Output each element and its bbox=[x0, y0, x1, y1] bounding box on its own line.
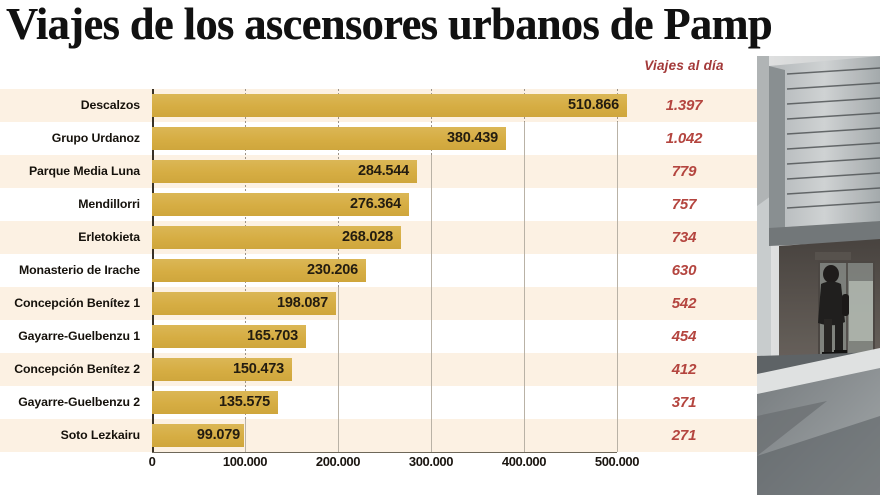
daily-trips-value: 630 bbox=[671, 262, 697, 279]
bar[interactable] bbox=[152, 160, 417, 183]
gridline-solid bbox=[617, 122, 618, 452]
x-tick-label: 100.000 bbox=[222, 454, 268, 469]
daily-trips-value: 371 bbox=[671, 394, 697, 411]
gridline-solid bbox=[524, 122, 525, 452]
category-label: Concepción Benítez 1 bbox=[14, 296, 140, 310]
bar[interactable] bbox=[152, 391, 278, 414]
bar-value-label: 165.703 bbox=[246, 328, 298, 344]
bar-row[interactable]: 510.866 bbox=[152, 89, 757, 122]
category-label: Descalzos bbox=[80, 98, 140, 112]
gridline-solid bbox=[338, 287, 339, 452]
bar-value-label: 510.866 bbox=[567, 97, 619, 113]
category-label: Concepción Benítez 2 bbox=[14, 362, 140, 376]
bar[interactable] bbox=[152, 424, 244, 447]
category-label: Mendillorri bbox=[78, 197, 140, 211]
category-label: Monasterio de Irache bbox=[18, 263, 140, 277]
bar-value-label: 198.087 bbox=[276, 295, 328, 311]
bar[interactable] bbox=[152, 292, 336, 315]
daily-trips-value: 454 bbox=[671, 328, 697, 345]
bar[interactable] bbox=[152, 358, 292, 381]
category-label: Gayarre-Guelbenzu 1 bbox=[18, 329, 140, 343]
daily-values-column: 1.397 1.042 779 757 734 630 542 454 412 371 271 bbox=[628, 89, 740, 452]
column-header-daily-trips: Viajes al día bbox=[644, 58, 724, 73]
bar-value-label: 276.364 bbox=[349, 196, 401, 212]
x-axis-tick-labels: 0 100.000 200.000 300.000 400.000 500.000 bbox=[148, 454, 672, 478]
bar[interactable] bbox=[152, 259, 366, 282]
urban-elevator-photo bbox=[757, 56, 880, 495]
daily-trips-value: 542 bbox=[671, 295, 697, 312]
bars-layer: 510.866 380.439 284.544 276.364 268.028 230.2… bbox=[152, 89, 757, 452]
bar-value-label: 99.079 bbox=[196, 427, 240, 443]
x-tick-label: 500.000 bbox=[594, 454, 640, 469]
bar[interactable] bbox=[152, 325, 306, 348]
bar[interactable] bbox=[152, 94, 627, 117]
row-stripe bbox=[0, 386, 757, 419]
bar-row[interactable]: 230.206 bbox=[152, 254, 757, 287]
bar-value-label: 230.206 bbox=[306, 262, 358, 278]
category-label: Gayarre-Guelbenzu 2 bbox=[18, 395, 140, 409]
bar-chart: Viajes al día 510.866 380.439 284.544 276.3… bbox=[0, 56, 757, 495]
daily-trips-value: 412 bbox=[671, 361, 697, 378]
bar-row[interactable]: 165.703 bbox=[152, 320, 757, 353]
bar-value-label: 268.028 bbox=[341, 229, 393, 245]
x-tick-label: 400.000 bbox=[501, 454, 547, 469]
page-title: Viajes de los ascensores urbanos de Pamp bbox=[6, 0, 772, 49]
bar[interactable] bbox=[152, 193, 409, 216]
gridline-solid bbox=[245, 419, 246, 452]
x-axis-line bbox=[152, 452, 617, 453]
bar-row[interactable]: 198.087 bbox=[152, 287, 757, 320]
row-stripe bbox=[0, 320, 757, 353]
bar-row[interactable]: 268.028 bbox=[152, 221, 757, 254]
bar-value-label: 380.439 bbox=[446, 130, 498, 146]
bar[interactable] bbox=[152, 127, 506, 150]
row-stripe bbox=[0, 419, 757, 452]
category-label: Soto Lezkairu bbox=[60, 428, 140, 442]
x-tick-label: 200.000 bbox=[315, 454, 361, 469]
category-label: Parque Media Luna bbox=[28, 164, 140, 178]
category-label: Grupo Urdanoz bbox=[51, 131, 140, 145]
bar-row[interactable]: 150.473 bbox=[152, 353, 757, 386]
person-silhouette bbox=[818, 265, 849, 357]
row-stripe bbox=[0, 353, 757, 386]
daily-trips-value: 1.042 bbox=[665, 130, 703, 147]
row-stripe bbox=[0, 254, 757, 287]
daily-trips-value: 757 bbox=[671, 196, 697, 213]
row-stripe bbox=[0, 287, 757, 320]
daily-trips-value: 1.397 bbox=[665, 97, 703, 114]
category-label: Erletokieta bbox=[78, 230, 140, 244]
bar[interactable] bbox=[152, 226, 401, 249]
bar-row[interactable]: 135.575 bbox=[152, 386, 757, 419]
bar-value-label: 284.544 bbox=[357, 163, 409, 179]
bar-value-label: 135.575 bbox=[218, 394, 270, 410]
bar-row[interactable]: 276.364 bbox=[152, 188, 757, 221]
daily-trips-value: 779 bbox=[671, 163, 697, 180]
x-tick-label: 0 bbox=[148, 454, 156, 469]
bar-row[interactable]: 380.439 bbox=[152, 122, 757, 155]
bar-row[interactable]: 99.079 bbox=[152, 419, 757, 452]
daily-trips-value: 734 bbox=[671, 229, 697, 246]
bar-row[interactable]: 284.544 bbox=[152, 155, 757, 188]
bar-value-label: 150.473 bbox=[232, 361, 284, 377]
photo-illustration bbox=[757, 56, 880, 495]
daily-trips-value: 271 bbox=[671, 427, 697, 444]
category-labels: Descalzos Grupo Urdanoz Parque Media Luna M… bbox=[0, 89, 146, 452]
gridline-solid bbox=[431, 155, 432, 452]
x-tick-label: 300.000 bbox=[408, 454, 454, 469]
